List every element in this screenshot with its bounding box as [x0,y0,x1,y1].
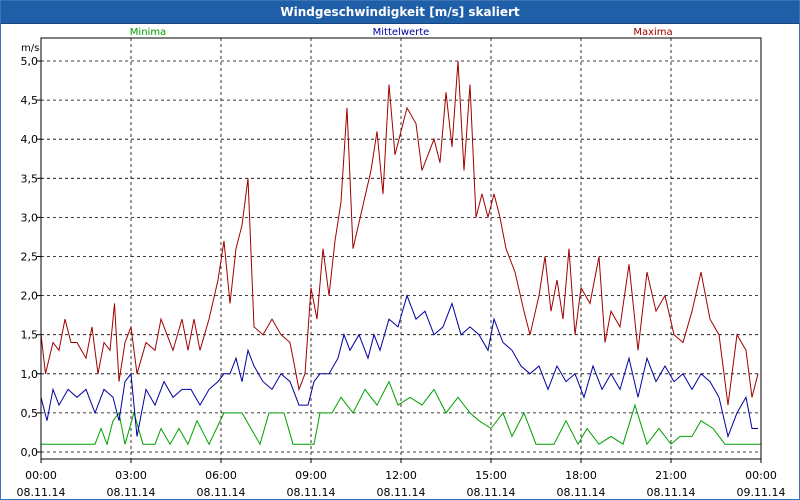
x-tick-date: 09.11.14 [737,486,786,499]
x-tick-date: 08.11.14 [287,486,336,499]
x-tick-time: 00:00 [745,469,777,482]
x-axis-ticks: 00:00 08.11.14 03:00 08.11.14 06:00 08.11.14 0… [17,459,786,499]
y-tick-label: 2,5 [21,251,39,264]
x-tick-date: 08.11.14 [107,486,156,499]
x-tick-date: 08.11.14 [17,486,66,499]
legend: Minima Mittelwerte Maxima [130,27,673,38]
y-tick-label: 4,5 [21,94,39,107]
x-tick-time: 09:00 [295,469,327,482]
y-tick-label: 3,5 [21,172,39,185]
x-tick-time: 18:00 [565,469,597,482]
y-tick-label: 0,5 [21,407,39,420]
x-tick-time: 03:00 [115,469,147,482]
legend-entry-maxima: Maxima [633,27,672,38]
series-line-mittelwerte [40,294,758,439]
series-line-maxima [40,60,759,406]
x-tick-time: 15:00 [475,469,507,482]
x-tick-time: 00:00 [25,469,57,482]
y-tick-label: 5,0 [21,55,39,68]
x-tick-date: 08.11.14 [467,486,516,499]
y-tick-label: 0,0 [21,446,39,459]
x-tick-date: 08.11.14 [377,486,426,499]
x-tick-time: 06:00 [205,469,237,482]
x-tick-time: 12:00 [385,469,417,482]
x-tick-date: 08.11.14 [557,486,606,499]
chart-title: Windgeschwindigkeit [m/s] skaliert [1,1,799,24]
series-lines [40,60,761,446]
y-tick-label: 4,0 [21,133,39,146]
series-line-minima [41,380,761,446]
x-tick-date: 08.11.14 [197,486,246,499]
wind-speed-chart: m/s 0,0 0,5 1,0 1,5 2,0 2,5 3,0 3,5 4,0 4,5 5,0 00… [17,27,786,499]
y-tick-label: 1,5 [21,329,39,342]
y-tick-label: 3,0 [21,211,39,224]
y-axis-ticks: 0,0 0,5 1,0 1,5 2,0 2,5 3,0 3,5 4,0 4,5 5,0 [21,55,41,459]
y-tick-label: 2,0 [21,290,39,303]
y-axis-label: m/s [21,43,39,54]
legend-entry-mittelwerte: Mittelwerte [373,27,430,38]
y-tick-label: 1,0 [21,368,39,381]
grid-lines [41,38,761,459]
x-tick-date: 08.11.14 [647,486,696,499]
plot-area-border [40,37,762,460]
legend-entry-minima: Minima [130,27,166,38]
x-tick-time: 21:00 [655,469,687,482]
